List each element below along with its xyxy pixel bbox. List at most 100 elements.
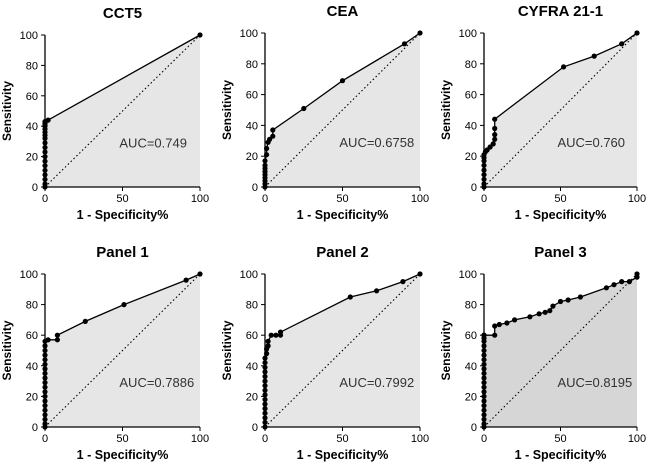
roc-point <box>619 41 625 47</box>
x-tick-label: 0 <box>42 193 48 205</box>
y-tick-label: 0 <box>252 422 258 434</box>
reference-diagonal <box>44 273 201 428</box>
roc-point <box>277 329 284 335</box>
x-axis-label: 1 - Specificity% <box>77 448 169 462</box>
y-tick-label: 100 <box>459 269 477 281</box>
roc-point <box>634 271 640 277</box>
roc-panel-cct5: 0 20 40 60 80 100 0 50 100 CCT5 1 - Specificity% Se… <box>0 5 209 222</box>
y-tick-label: 40 <box>465 361 477 373</box>
x-tick-label: 0 <box>262 193 268 205</box>
y-tick-label: 20 <box>246 391 258 403</box>
y-tick-label: 100 <box>240 269 258 281</box>
y-axis-label: Sensitivity <box>0 81 14 141</box>
roc-point <box>270 133 276 139</box>
roc-panel-panel-1: 0 20 40 60 80 100 0 50 100 Panel 1 1 - Specificity… <box>0 244 209 462</box>
roc-panel-cea: 0 20 40 60 80 100 0 50 100 CEA 1 - Specificity% Sen… <box>220 3 429 222</box>
y-axis-label: Sensitivity <box>220 80 234 140</box>
x-tick-label: 0 <box>262 433 268 445</box>
roc-point <box>619 279 625 285</box>
roc-point <box>265 338 271 344</box>
y-tick-label: 80 <box>246 59 258 71</box>
y-tick-label: 20 <box>26 152 38 164</box>
y-axis-label: Sensitivity <box>439 80 453 140</box>
chart-title: Panel 3 <box>534 244 587 261</box>
roc-point <box>536 311 542 317</box>
x-axis-label: 1 - Specificity% <box>77 208 169 222</box>
roc-point <box>270 127 276 133</box>
chart-title: Panel 1 <box>96 244 149 261</box>
x-axis-label: 1 - Specificity% <box>297 208 389 222</box>
y-tick-label: 80 <box>246 300 258 312</box>
x-tick-label: 100 <box>411 433 429 445</box>
auc-annotation: AUC=0.6758 <box>339 135 414 150</box>
roc-point <box>511 317 518 323</box>
roc-point <box>603 285 610 291</box>
y-tick-label: 0 <box>471 182 477 194</box>
x-tick-label: 50 <box>554 193 566 205</box>
y-axis-label: Sensitivity <box>439 320 453 380</box>
y-tick-label: 60 <box>465 90 477 102</box>
y-tick-label: 20 <box>465 391 477 403</box>
y-tick-label: 40 <box>465 120 477 132</box>
roc-point <box>492 332 498 338</box>
roc-point <box>301 105 307 112</box>
roc-point <box>417 271 423 277</box>
roc-point <box>547 308 553 314</box>
roc-panel-cyfra-21-1: 0 20 40 60 80 100 0 50 100 CYFRA 21-1 1 - Specific… <box>439 3 646 222</box>
roc-point <box>504 320 510 326</box>
roc-point <box>527 314 533 320</box>
roc-point <box>45 117 51 123</box>
reference-diagonal <box>264 273 421 428</box>
roc-point <box>82 318 88 324</box>
auc-annotation: AUC=0.760 <box>557 135 625 150</box>
x-tick-label: 100 <box>628 433 646 445</box>
x-tick-label: 100 <box>191 433 209 445</box>
x-tick-label: 50 <box>116 193 128 205</box>
x-tick-label: 50 <box>336 193 348 205</box>
y-tick-label: 40 <box>246 361 258 373</box>
roc-point <box>542 309 548 315</box>
roc-point <box>565 297 571 303</box>
x-tick-label: 100 <box>191 193 209 205</box>
auc-annotation: AUC=0.8195 <box>557 375 632 390</box>
y-tick-label: 60 <box>465 330 477 342</box>
y-tick-label: 40 <box>26 361 38 373</box>
y-tick-label: 0 <box>471 422 477 434</box>
roc-point <box>265 343 271 349</box>
roc-point <box>492 132 498 138</box>
roc-point <box>273 332 279 338</box>
x-tick-label: 0 <box>42 433 48 445</box>
roc-point <box>550 303 556 309</box>
roc-point <box>492 116 498 122</box>
roc-point <box>490 141 496 147</box>
roc-point <box>634 30 640 36</box>
roc-point <box>561 64 567 70</box>
roc-point <box>591 53 597 59</box>
chart-title: Panel 2 <box>316 244 369 261</box>
x-axis-label: 1 - Specificity% <box>515 448 607 462</box>
roc-point <box>268 332 274 338</box>
y-tick-label: 20 <box>465 151 477 163</box>
roc-point <box>347 294 353 300</box>
roc-point <box>492 125 498 132</box>
x-tick-label: 0 <box>481 193 487 205</box>
y-axis-label: Sensitivity <box>0 320 14 380</box>
reference-diagonal <box>483 273 638 428</box>
reference-diagonal <box>264 32 421 188</box>
x-tick-label: 50 <box>336 433 348 445</box>
roc-point <box>197 271 203 277</box>
x-axis-label: 1 - Specificity% <box>297 448 389 462</box>
roc-point <box>611 282 617 288</box>
chart-title: CEA <box>327 3 359 20</box>
y-tick-label: 80 <box>465 59 477 71</box>
y-tick-label: 60 <box>26 91 38 103</box>
roc-point <box>45 337 51 343</box>
roc-point <box>267 136 273 142</box>
chart-title: CYFRA 21-1 <box>518 3 603 20</box>
roc-point <box>626 279 633 285</box>
reference-diagonal <box>483 32 638 188</box>
y-tick-label: 60 <box>26 330 38 342</box>
roc-point <box>492 136 498 142</box>
chart-title: CCT5 <box>103 5 142 22</box>
